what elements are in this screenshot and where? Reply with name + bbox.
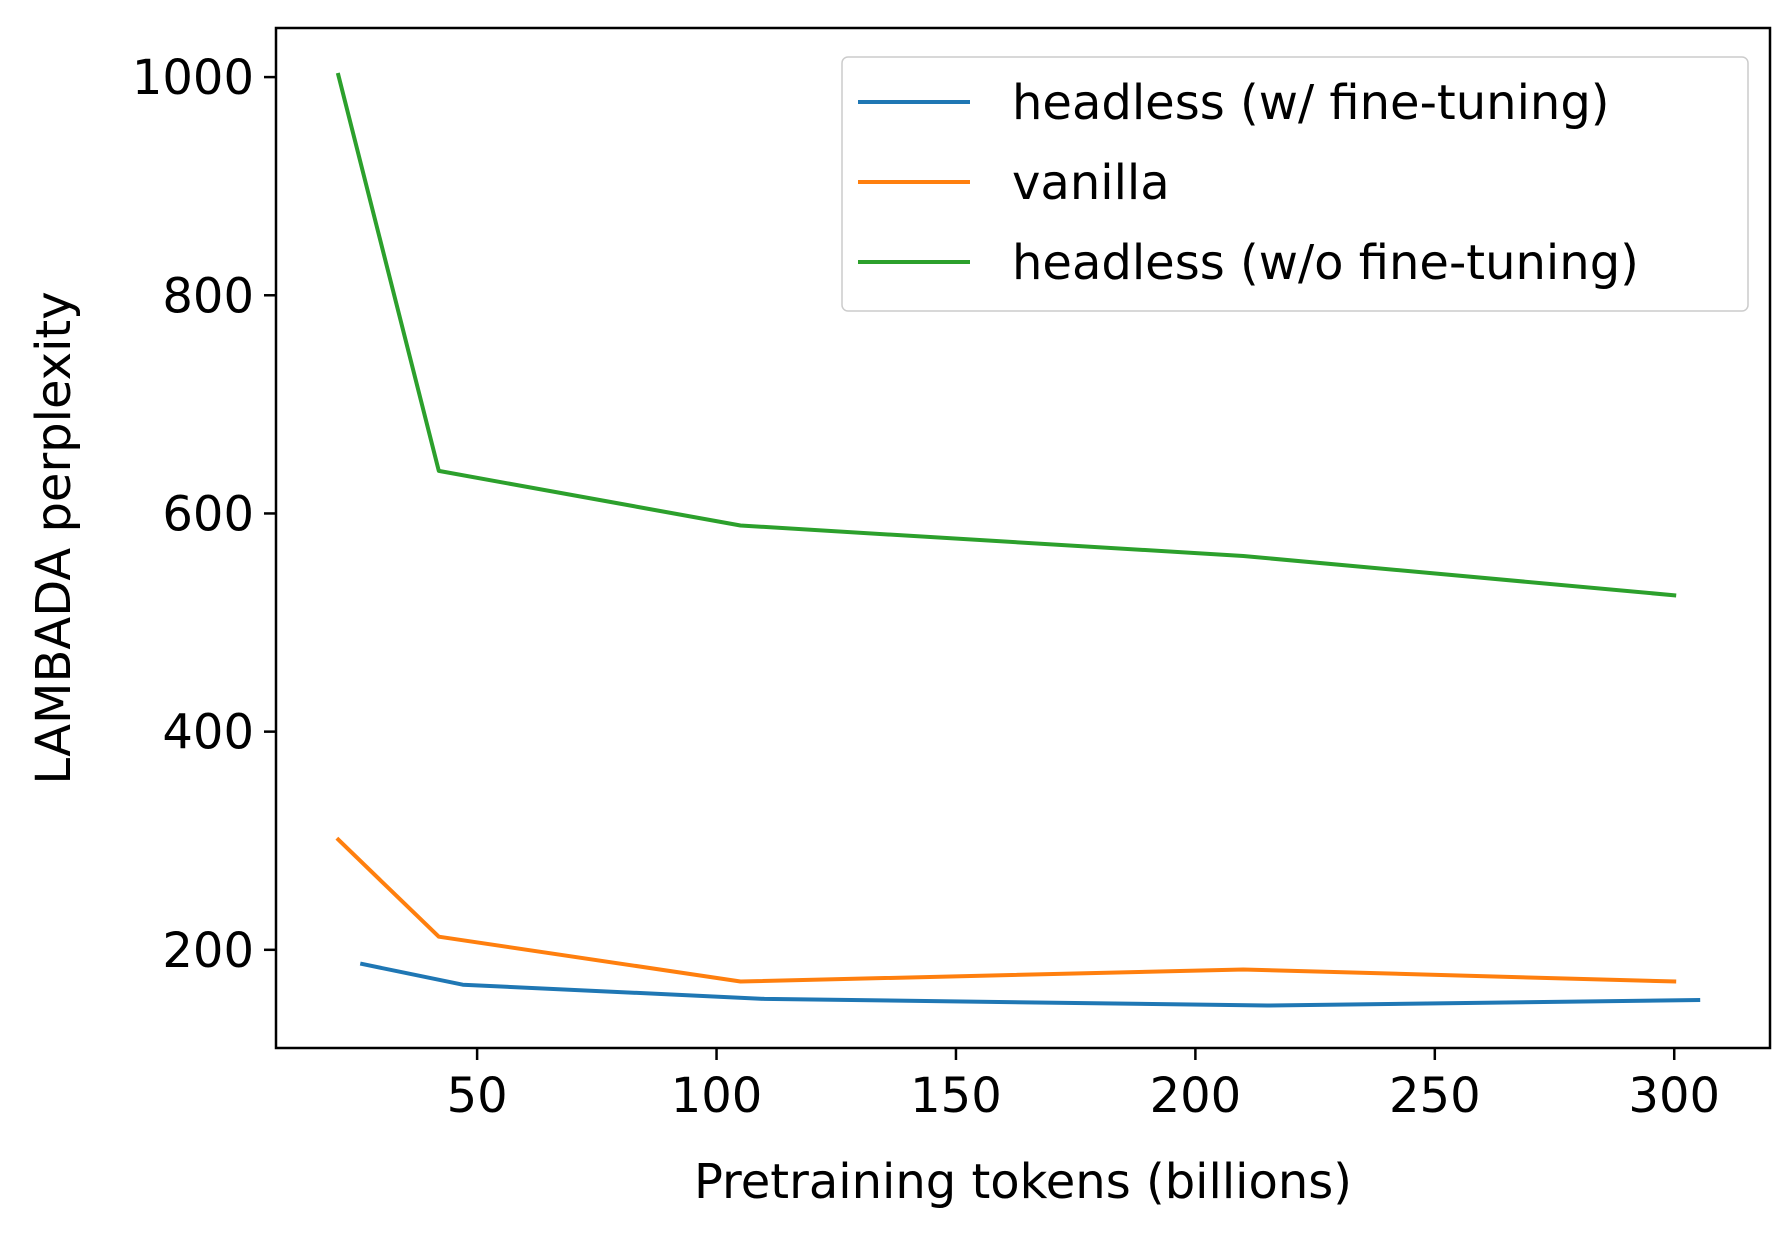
- x-tick-label: 100: [671, 1068, 763, 1124]
- legend-label-3: headless (w/o fine-tuning): [1012, 235, 1639, 291]
- series-line-3: [335, 72, 1677, 598]
- legend-label-2: vanilla: [1012, 155, 1170, 211]
- y-tick-label: 600: [162, 486, 254, 542]
- y-tick-label: 1000: [132, 50, 254, 106]
- plot-frame: [274, 26, 1772, 1050]
- legend: headless (w/ fine-tuning) vanilla headless…: [841, 56, 1749, 312]
- x-tick-label: 200: [1150, 1068, 1242, 1124]
- y-axis-ticks: 200 400 600 800 1000: [132, 50, 276, 979]
- y-axis-label: LAMBADA perplexity: [26, 291, 82, 784]
- y-tick-label: 200: [162, 923, 254, 979]
- y-tick-label: 800: [162, 268, 254, 324]
- x-tick-label: 300: [1628, 1068, 1720, 1124]
- y-tick-label: 400: [162, 705, 254, 761]
- x-axis-ticks: 50 100 150 200 250 300: [447, 1048, 1720, 1124]
- x-tick-label: 150: [910, 1068, 1002, 1124]
- x-tick-label: 50: [447, 1068, 508, 1124]
- x-axis-label: Pretraining tokens (billions): [694, 1154, 1352, 1210]
- series-line-1: [359, 961, 1701, 1008]
- legend-label-1: headless (w/ fine-tuning): [1012, 75, 1610, 131]
- x-tick-label: 250: [1389, 1068, 1481, 1124]
- series-line-2: [335, 836, 1677, 984]
- series-layer: [335, 72, 1701, 1008]
- legend-box: [841, 56, 1749, 312]
